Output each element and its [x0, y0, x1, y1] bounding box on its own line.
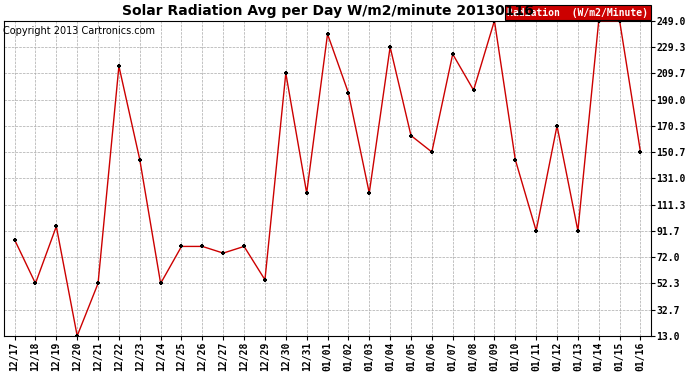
Point — [259, 277, 270, 283]
Point — [573, 228, 584, 234]
Point — [510, 157, 521, 163]
Point — [635, 149, 646, 155]
Title: Solar Radiation Avg per Day W/m2/minute 20130116: Solar Radiation Avg per Day W/m2/minute … — [121, 4, 533, 18]
Point — [280, 70, 291, 76]
Point — [468, 87, 479, 93]
Text: Copyright 2013 Cartronics.com: Copyright 2013 Cartronics.com — [3, 26, 155, 36]
Point — [551, 123, 562, 129]
Point — [384, 44, 395, 50]
Point — [447, 51, 458, 57]
Point — [72, 333, 83, 339]
Point — [322, 31, 333, 37]
Point — [197, 243, 208, 249]
Point — [30, 280, 41, 286]
Point — [406, 133, 417, 139]
Point — [155, 280, 166, 286]
Point — [113, 63, 124, 69]
Point — [426, 149, 437, 155]
Text: Radiation  (W/m2/Minute): Radiation (W/m2/Minute) — [507, 8, 648, 18]
Point — [135, 157, 146, 163]
Point — [489, 18, 500, 24]
Point — [343, 90, 354, 96]
Point — [239, 243, 250, 249]
Point — [92, 280, 104, 286]
Point — [176, 243, 187, 249]
Point — [614, 18, 625, 24]
Point — [51, 224, 62, 230]
Point — [531, 228, 542, 234]
Point — [218, 250, 229, 256]
Point — [364, 190, 375, 196]
Point — [593, 18, 604, 24]
Point — [9, 237, 20, 243]
Point — [301, 190, 312, 196]
